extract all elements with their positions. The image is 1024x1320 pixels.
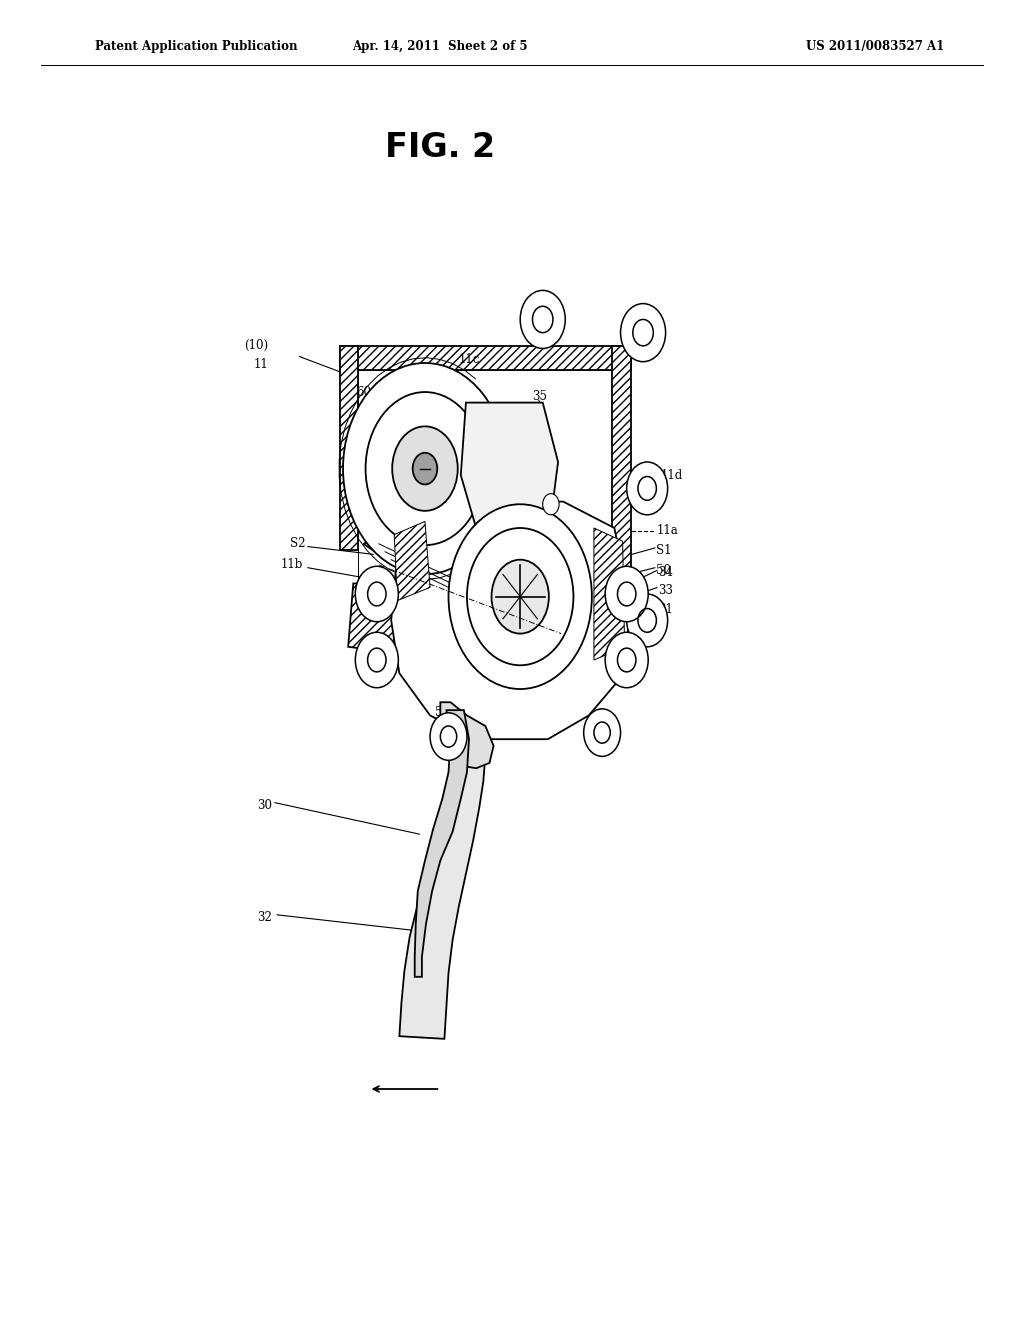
Text: US 2011/0083527 A1: US 2011/0083527 A1 [806, 40, 945, 53]
Text: 11: 11 [254, 358, 268, 371]
Polygon shape [415, 710, 469, 977]
Polygon shape [348, 583, 420, 653]
Text: 35: 35 [532, 389, 548, 403]
Circle shape [343, 363, 507, 574]
Text: 30: 30 [257, 799, 272, 812]
Circle shape [449, 504, 592, 689]
Polygon shape [358, 370, 612, 653]
Text: 51: 51 [435, 706, 450, 719]
Circle shape [520, 290, 565, 348]
Polygon shape [399, 733, 485, 1039]
Polygon shape [461, 403, 558, 528]
Text: 60: 60 [356, 385, 372, 399]
Text: 33: 33 [658, 583, 674, 597]
Circle shape [627, 594, 668, 647]
Circle shape [355, 632, 398, 688]
Text: 51: 51 [454, 722, 468, 735]
Circle shape [392, 426, 458, 511]
Text: 61a: 61a [379, 429, 400, 442]
Text: FIG. 2: FIG. 2 [385, 131, 496, 164]
Polygon shape [340, 346, 358, 550]
Text: S2: S2 [290, 537, 305, 550]
Text: 32: 32 [257, 911, 272, 924]
Circle shape [543, 494, 559, 515]
Circle shape [627, 462, 668, 515]
Text: (10): (10) [244, 339, 268, 352]
Polygon shape [364, 521, 553, 644]
Text: 11b: 11b [281, 558, 303, 572]
Text: 71: 71 [479, 418, 495, 432]
Circle shape [355, 566, 398, 622]
Circle shape [467, 528, 573, 665]
Circle shape [366, 392, 484, 545]
Text: Patent Application Publication: Patent Application Publication [95, 40, 298, 53]
Text: 61: 61 [372, 407, 387, 420]
Text: 50: 50 [656, 564, 672, 577]
Polygon shape [612, 346, 631, 653]
Text: Apr. 14, 2011  Sheet 2 of 5: Apr. 14, 2011 Sheet 2 of 5 [352, 40, 528, 53]
Text: 11a: 11a [656, 524, 678, 537]
Text: 40: 40 [493, 465, 507, 478]
Circle shape [430, 713, 467, 760]
Circle shape [413, 453, 437, 484]
Text: 31: 31 [658, 603, 674, 616]
Polygon shape [594, 528, 625, 660]
Polygon shape [391, 502, 630, 739]
Circle shape [605, 632, 648, 688]
Text: 11c: 11c [459, 352, 479, 366]
Text: 34: 34 [658, 566, 674, 579]
Circle shape [621, 304, 666, 362]
Text: 11d: 11d [660, 469, 683, 482]
Polygon shape [394, 521, 430, 601]
Circle shape [605, 566, 648, 622]
Text: 70: 70 [451, 403, 466, 416]
Circle shape [584, 709, 621, 756]
Polygon shape [340, 346, 631, 370]
Text: S1: S1 [656, 544, 672, 557]
Circle shape [492, 560, 549, 634]
Polygon shape [440, 702, 494, 768]
